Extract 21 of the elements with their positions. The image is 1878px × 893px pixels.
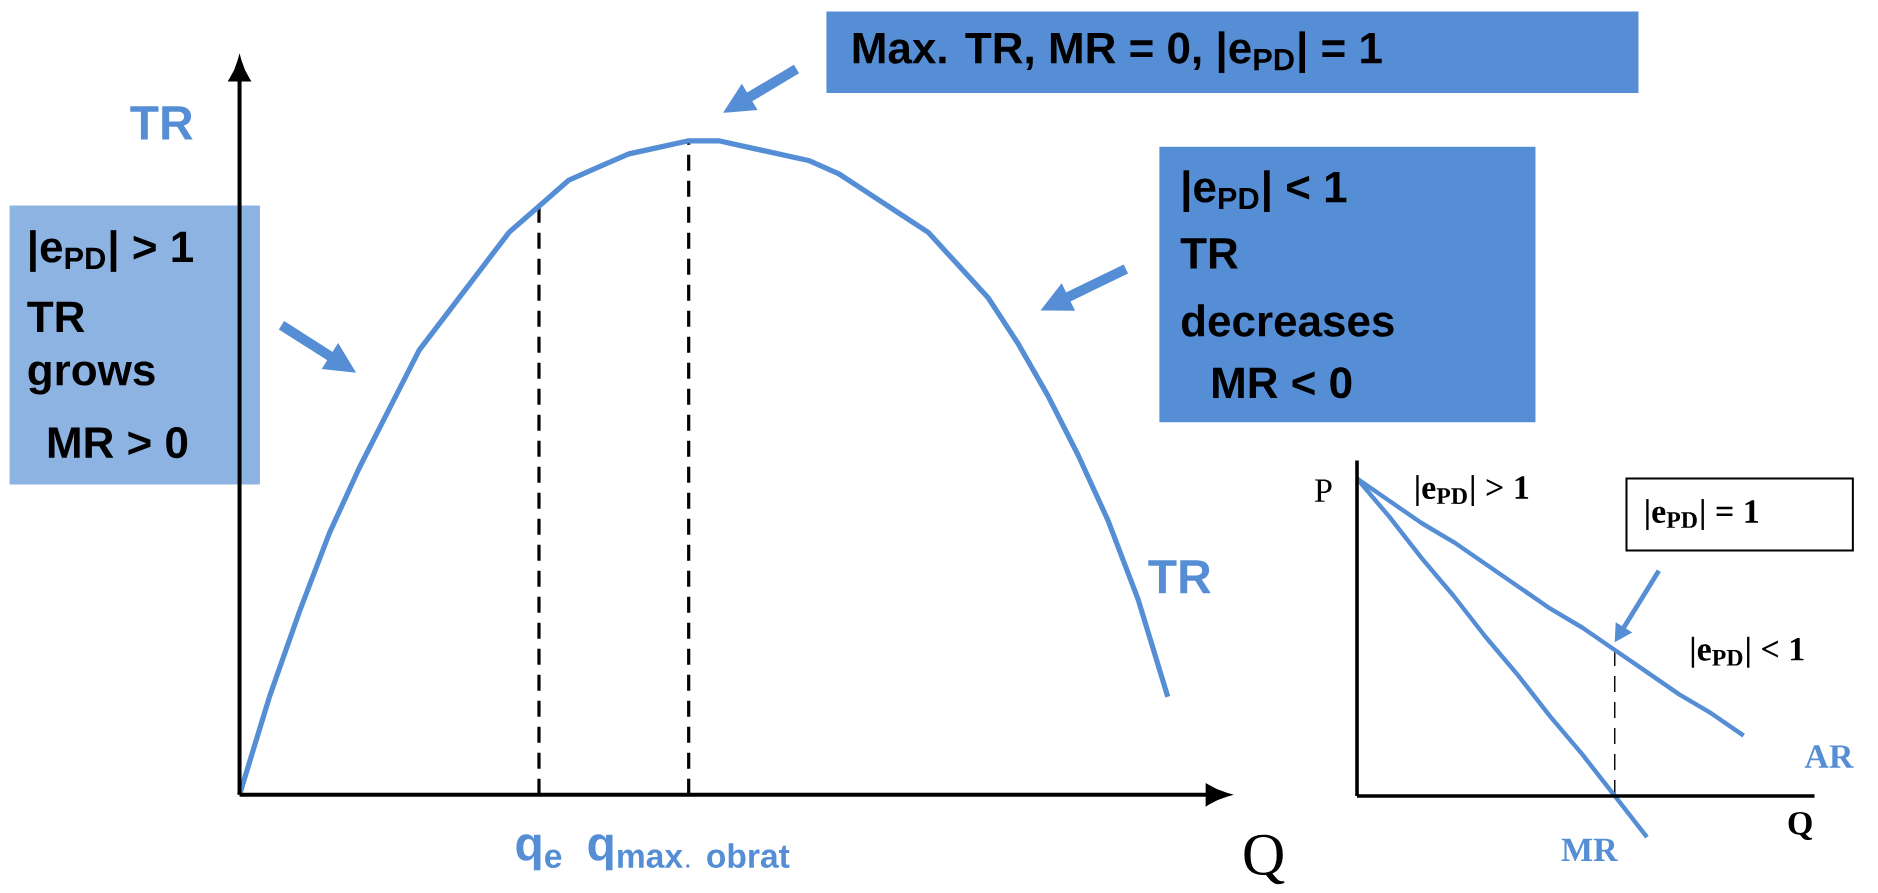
text: Max. TR, MR = 0, |e$_{PD}$| = 1 — [853, 31, 1382, 74]
text: grows — [28, 361, 155, 395]
x-tick-label: $\mathbf{q}_{\mathbf{max.\ obrat}}$ — [588, 834, 790, 871]
y-axis-title: TR — [130, 106, 193, 140]
x-tick-label: $\mathbf{q}_{\mathbf{e}}$ — [516, 834, 562, 871]
y-axis-title: P — [1314, 479, 1332, 502]
series-label: TR — [1148, 560, 1211, 594]
x-axis-title: Q — [1788, 811, 1812, 840]
annotation: |e$_{PD}$| < 1 — [1691, 636, 1804, 668]
annotation: |e$_{PD}$| > 1 — [1416, 475, 1529, 507]
annotation: |e$_{PD}$| = 1 — [1646, 499, 1759, 530]
annotation: decreases — [1181, 304, 1394, 337]
x-axis-title: Q — [1244, 834, 1285, 885]
annotation: TR — [1180, 238, 1238, 269]
text: TR — [27, 301, 85, 333]
series-label: MR — [1561, 838, 1618, 861]
text: MR > 0 — [48, 427, 188, 459]
annotation: |e$_{PD}$| < 1 — [1183, 170, 1347, 212]
series-label: AR — [1804, 745, 1854, 768]
text: |e$_{PD}$| > 1 — [30, 230, 193, 272]
text: MR < 0 — [1213, 367, 1352, 399]
